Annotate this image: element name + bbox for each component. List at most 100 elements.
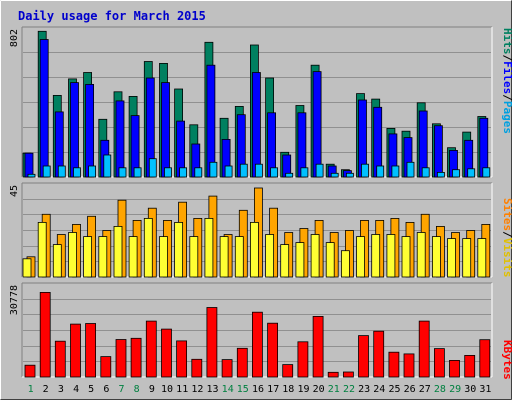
- bar-sites-day-12: [189, 236, 199, 278]
- bar-kbytes-day-28: [433, 348, 445, 378]
- bar-files-day-1: [24, 152, 34, 178]
- bar-files-day-19: [297, 112, 307, 178]
- bar-files-day-2: [39, 39, 49, 178]
- bar-sites-day-19: [295, 242, 305, 278]
- bar-kbytes-day-21: [327, 371, 339, 378]
- legend-kbytes: KBytes: [501, 340, 512, 380]
- bar-pages-day-27: [421, 167, 430, 178]
- bar-pages-day-13: [209, 161, 218, 178]
- bar-sites-day-11: [174, 221, 184, 278]
- bar-kbytes-day-24: [373, 330, 385, 378]
- bar-sites-day-6: [98, 236, 108, 278]
- bar-kbytes-day-29: [449, 359, 460, 378]
- bar-kbytes-day-12: [191, 358, 203, 378]
- bar-pages-day-14: [224, 165, 233, 178]
- legend-requests: Hits/Files/Pages: [501, 28, 512, 134]
- bar-files-day-27: [418, 110, 428, 178]
- bar-sites-day-9: [143, 217, 153, 278]
- x-tick-label: 27: [419, 384, 431, 395]
- bar-kbytes-day-27: [418, 320, 430, 378]
- bar-pages-day-20: [315, 163, 324, 178]
- bar-pages-day-30: [467, 168, 476, 178]
- panel-transfer: 30778: [9, 282, 493, 378]
- bar-files-day-5: [85, 84, 94, 178]
- bar-sites-day-15: [234, 236, 244, 278]
- bar-sites-day-17: [265, 234, 275, 278]
- y-axis-max-label: 45: [9, 185, 20, 197]
- bar-sites-day-27: [416, 232, 426, 278]
- bar-pages-day-12: [194, 167, 203, 178]
- bar-sites-day-5: [83, 236, 92, 278]
- bar-pages-day-26: [406, 161, 415, 178]
- bar-sites-day-26: [401, 236, 411, 278]
- bar-kbytes-day-22: [342, 371, 354, 378]
- x-tick-label: 8: [134, 384, 140, 395]
- bar-pages-day-9: [148, 158, 157, 178]
- y-axis-max-label: 30778: [9, 285, 20, 315]
- legend-hits: Hits: [501, 28, 512, 55]
- bar-pages-day-18: [285, 172, 294, 178]
- bar-files-day-20: [312, 71, 322, 178]
- x-tick-label: 2: [43, 384, 49, 395]
- bar-sites-day-3: [52, 244, 62, 278]
- bar-pages-day-15: [239, 163, 248, 178]
- x-tick-label: 5: [88, 384, 94, 395]
- x-tick-label: 19: [297, 384, 309, 395]
- bar-kbytes-day-2: [39, 291, 51, 378]
- bar-sites-day-8: [128, 236, 138, 278]
- x-tick-label: 4: [73, 384, 79, 395]
- bar-kbytes-day-13: [206, 307, 218, 378]
- bar-pages-day-25: [391, 165, 400, 178]
- bar-sites-day-24: [371, 234, 381, 278]
- bar-pages-day-24: [376, 165, 385, 178]
- bar-kbytes-day-17: [267, 322, 279, 378]
- bar-pages-day-11: [179, 167, 188, 178]
- bar-kbytes-day-11: [176, 340, 188, 378]
- bar-pages-day-16: [254, 163, 263, 178]
- bar-pages-day-21: [330, 172, 339, 178]
- bar-kbytes-day-9: [145, 320, 157, 378]
- bar-files-day-4: [70, 82, 79, 178]
- bar-sites-day-23: [356, 236, 365, 278]
- bar-kbytes-day-8: [130, 337, 142, 378]
- bar-kbytes-day-23: [358, 335, 369, 378]
- x-tick-label: 17: [267, 384, 279, 395]
- x-tick-label: 26: [404, 384, 416, 395]
- x-tick-label: 31: [479, 384, 491, 395]
- bar-kbytes-day-7: [115, 339, 127, 378]
- bar-pages-day-17: [270, 167, 279, 178]
- bar-files-day-17: [267, 112, 277, 178]
- legend-visitors: Sites/Visits: [501, 198, 512, 278]
- y-axis-max-label: 802: [9, 29, 20, 47]
- bar-sites-day-4: [68, 232, 77, 278]
- x-tick-label: 22: [343, 384, 355, 395]
- x-tick-label: 29: [449, 384, 461, 395]
- bar-pages-day-6: [103, 154, 112, 178]
- bar-kbytes-day-25: [388, 351, 400, 378]
- bar-pages-day-5: [88, 165, 96, 178]
- x-tick-label: 23: [358, 384, 370, 395]
- bar-kbytes-day-10: [161, 328, 172, 378]
- bar-sites-day-1: [22, 258, 32, 278]
- x-tick-label: 10: [161, 384, 173, 395]
- bar-kbytes-day-6: [100, 356, 112, 378]
- chart-title: Daily usage for March 2015: [18, 9, 206, 23]
- bar-sites-day-13: [204, 217, 214, 278]
- bar-sites-day-21: [325, 242, 335, 278]
- legend-visits: Visits: [501, 238, 512, 278]
- bar-sites-day-18: [280, 244, 290, 278]
- panel-requests: 802: [9, 26, 493, 178]
- x-tick-label: 28: [434, 384, 446, 395]
- bar-kbytes-day-4: [70, 323, 81, 378]
- bar-pages-day-2: [42, 165, 51, 178]
- x-tick-label: 25: [388, 384, 400, 395]
- bar-kbytes-day-19: [297, 341, 309, 378]
- x-tick-label: 16: [252, 384, 264, 395]
- x-tick-label: 11: [176, 384, 188, 395]
- bar-pages-day-3: [57, 165, 66, 178]
- bar-files-day-7: [115, 100, 125, 178]
- bar-pages-day-10: [164, 167, 172, 178]
- x-tick-label: 24: [373, 384, 385, 395]
- bar-pages-day-22: [345, 172, 354, 178]
- bar-pages-day-31: [482, 167, 491, 178]
